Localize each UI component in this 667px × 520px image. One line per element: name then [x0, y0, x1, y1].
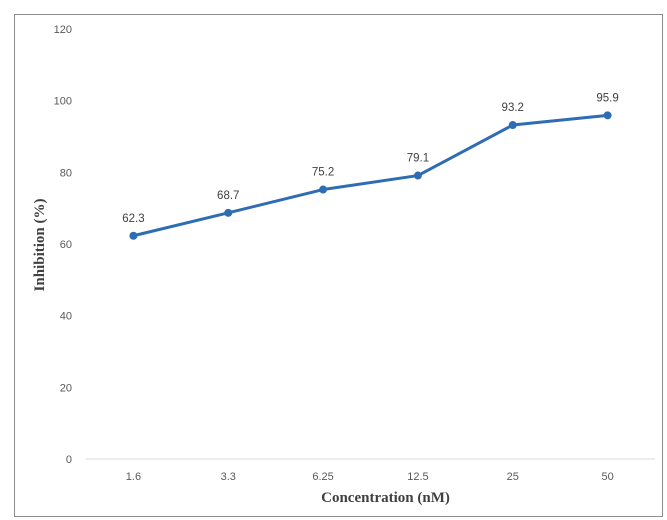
data-label: 68.7: [217, 190, 239, 202]
data-point: [413, 171, 422, 180]
y-tick-label: 120: [54, 24, 72, 36]
x-tick-label: 3.3: [221, 471, 236, 483]
data-label: 75.2: [312, 167, 334, 179]
data-point: [224, 208, 233, 217]
y-tick-label: 0: [66, 454, 72, 466]
data-point: [603, 111, 612, 120]
y-axis-title: Inhibition (%): [32, 199, 48, 292]
x-axis-title: Concentration (nM): [321, 490, 450, 506]
data-label: 93.2: [502, 102, 524, 114]
y-axis-ticks: 0 20 40 60 80 100 120: [54, 24, 72, 466]
y-tick-label: 100: [54, 96, 72, 108]
x-tick-label: 25: [507, 471, 519, 483]
data-label: 79.1: [407, 153, 429, 165]
x-tick-label: 6.25: [312, 471, 333, 483]
x-tick-label: 1.6: [126, 471, 141, 483]
y-tick-label: 20: [60, 382, 72, 394]
data-label: 95.9: [596, 92, 618, 104]
x-axis-ticks: 1.6 3.3 6.25 12.5 25 50: [126, 471, 614, 483]
series-line: [131, 113, 610, 238]
y-tick-label: 80: [60, 167, 72, 179]
data-markers: [129, 111, 612, 240]
data-labels: 62.3 68.7 75.2 79.1 93.2 95.9: [122, 92, 619, 224]
data-point: [129, 231, 138, 240]
data-label: 62.3: [122, 213, 144, 225]
x-tick-label: 12.5: [407, 471, 428, 483]
data-point: [319, 185, 328, 194]
x-tick-label: 50: [601, 471, 613, 483]
data-point: [508, 121, 517, 130]
y-tick-label: 60: [60, 239, 72, 251]
chart-frame: [14, 14, 663, 517]
y-tick-label: 40: [60, 311, 72, 323]
